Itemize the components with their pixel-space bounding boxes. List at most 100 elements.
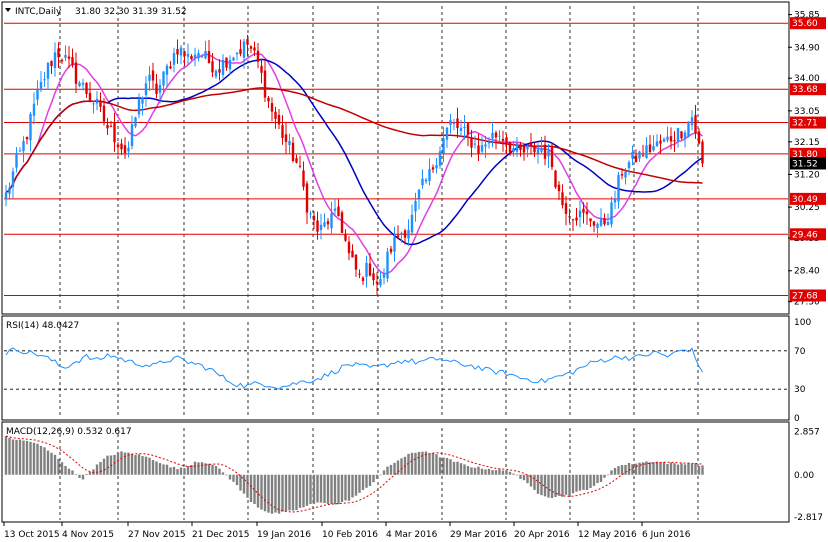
rsi-tick-label: 70 [794,347,806,357]
level-label: 35.60 [792,19,818,29]
level-tag [790,192,826,205]
candle-body [291,142,295,162]
candle-body [683,132,687,139]
level-label: 32.71 [792,119,818,129]
macd-bar [53,454,57,475]
candle-body [582,208,585,213]
current-price-label: 31.52 [792,159,818,169]
candle-body [36,89,39,100]
price-tick-label: 27.50 [794,298,820,308]
candle-body [333,208,337,211]
candle-body [596,223,599,229]
macd-bar [249,474,253,503]
time-axis: 13 Oct 2015 4 Nov 2015 27 Nov 2015 21 Dec 2… [3,522,691,540]
macd-bar [396,460,400,475]
candle-body [634,155,638,163]
macd-bar [358,474,361,493]
macd-bar [85,473,88,475]
macd-bar [179,467,183,475]
macd-bar [417,451,421,475]
candle-body [186,53,190,57]
level-tag [790,147,826,160]
macd-bar [214,466,218,475]
candle-body [662,138,666,142]
candle-body [53,52,57,68]
macd-bar [211,464,214,475]
macd-bar [165,464,169,475]
candle-body [32,103,36,116]
candle-body [508,141,512,153]
candle-body [288,140,291,146]
candle-body [529,142,533,146]
macd-bar [400,458,403,475]
macd-bar [221,472,225,475]
macd-bar [610,470,613,475]
macd-bar [39,445,43,475]
macd-bar [410,452,414,475]
candle-body [200,56,204,58]
macd-bar [662,462,666,475]
macd-bar [372,474,375,483]
macd-bar [592,474,596,486]
candle-body [431,167,435,170]
macd-bar [151,459,155,475]
candle-body [43,79,46,81]
candle-body [557,184,561,192]
level-label: 29.46 [792,230,818,240]
candle-body [389,248,393,253]
candle-body [165,65,169,75]
candle-body [260,65,263,73]
macd-bar [291,474,295,511]
candle-body [8,187,11,194]
macd-bar [596,474,599,484]
candle-body [610,202,613,225]
candle-body [134,117,137,127]
macd-bar [46,450,50,475]
macd-bar [361,474,365,491]
candle-body [347,241,351,254]
macd-bar [36,443,39,475]
macd-bar [18,439,22,475]
candle-body [298,165,302,167]
macd-bar [158,463,162,475]
macd-bar [344,474,347,501]
macd-bar [473,467,477,475]
candle-body [442,138,445,154]
candle-body [501,138,505,141]
macd-bar [239,474,242,491]
time-label: 10 Feb 2016 [322,530,378,540]
time-label: 4 Nov 2015 [62,530,114,540]
macd-bar [526,474,529,484]
macd-bar [134,455,137,475]
candle-body [256,50,260,62]
candle-body [631,152,634,159]
candle-body [141,97,144,104]
macd-bar [256,474,260,508]
candle-body [340,212,344,233]
macd-bar [337,474,340,505]
macd-bar [470,467,473,475]
macd-bar [589,474,592,488]
candle-body [669,136,673,142]
candle-body [232,57,235,61]
macd-bar [50,452,53,475]
macd-bar [148,457,151,475]
macd-bar [652,462,655,475]
candle-body [39,81,43,89]
macd-bar [442,457,445,475]
candle-body [71,57,74,66]
price-tick-label: 35.85 [794,11,820,21]
candle-body [162,71,165,86]
macd-bar [561,474,564,497]
candle-body [491,132,494,139]
candle-body [242,41,246,58]
chevron-down-icon[interactable] [5,8,11,12]
moving-averages [5,53,703,275]
macd-bar [543,474,547,497]
macd-bar [445,457,449,475]
macd-bar [281,474,284,512]
candle-body [466,123,470,135]
macd-bar [260,474,263,510]
candle-body [648,144,652,153]
